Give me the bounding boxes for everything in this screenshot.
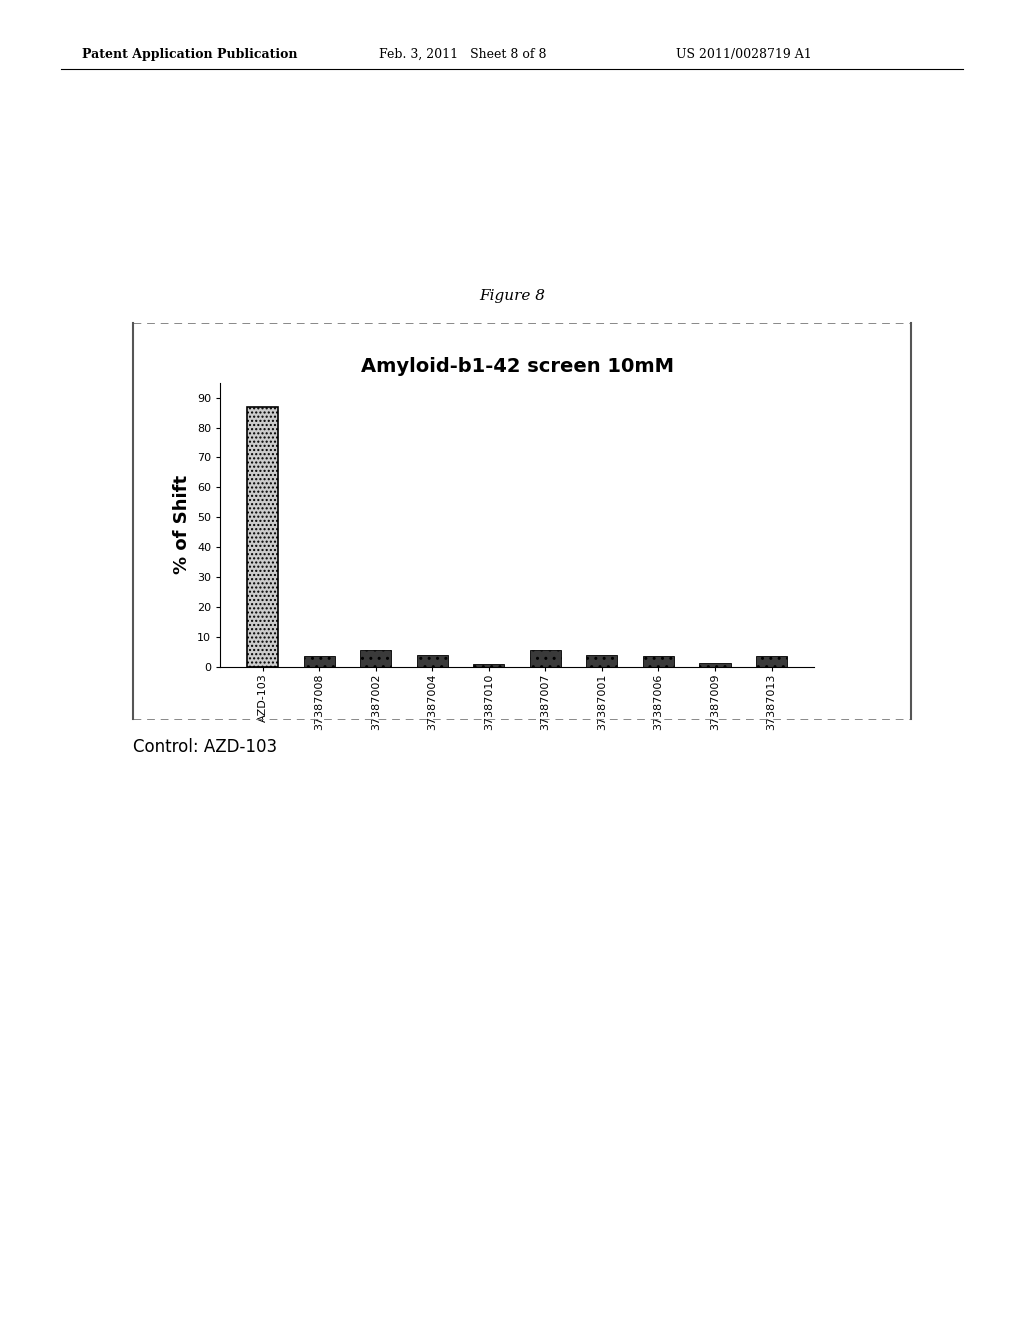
Title: Amyloid-b1-42 screen 10mM: Amyloid-b1-42 screen 10mM: [360, 356, 674, 376]
Text: Figure 8: Figure 8: [479, 289, 545, 302]
Y-axis label: % of Shift: % of Shift: [173, 475, 191, 574]
Bar: [304, 656, 335, 667]
Bar: [699, 663, 730, 667]
Bar: [529, 651, 561, 667]
Text: Control: AZD-103: Control: AZD-103: [133, 738, 278, 756]
Bar: [473, 664, 505, 667]
Text: Patent Application Publication: Patent Application Publication: [82, 48, 297, 61]
Text: US 2011/0028719 A1: US 2011/0028719 A1: [676, 48, 812, 61]
Bar: [587, 655, 617, 667]
Bar: [756, 656, 787, 667]
Bar: [247, 407, 279, 667]
Bar: [417, 655, 447, 667]
Text: Feb. 3, 2011   Sheet 8 of 8: Feb. 3, 2011 Sheet 8 of 8: [379, 48, 547, 61]
Bar: [360, 651, 391, 667]
Bar: [643, 656, 674, 667]
